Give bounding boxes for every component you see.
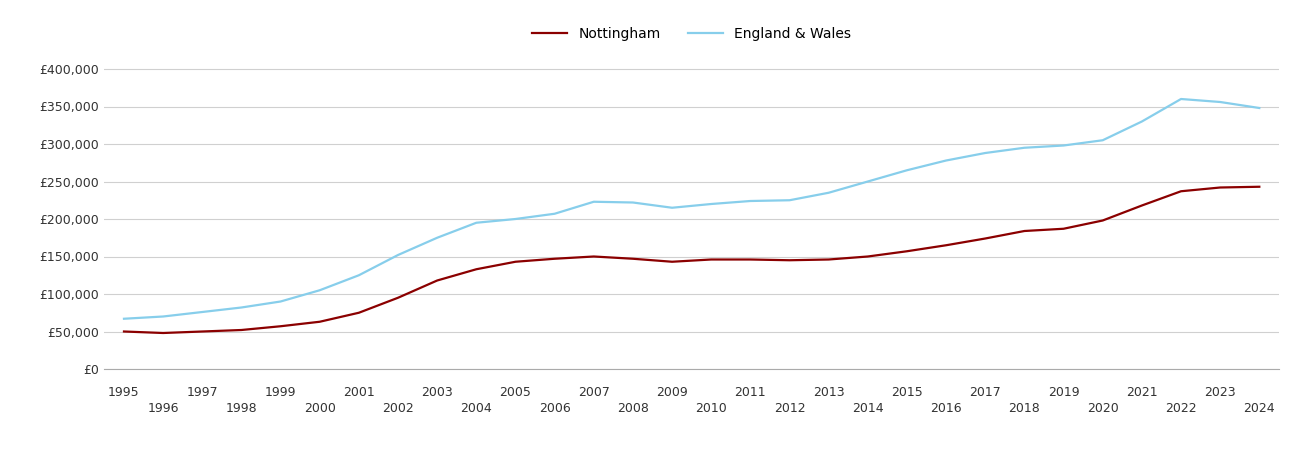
Nottingham [1017, 228, 1032, 234]
England & Wales [1173, 96, 1189, 102]
Nottingham [508, 259, 523, 265]
England & Wales [821, 190, 837, 195]
England & Wales [468, 220, 484, 225]
Text: 2003: 2003 [422, 386, 453, 399]
England & Wales [351, 273, 367, 278]
England & Wales [390, 252, 406, 258]
England & Wales [703, 201, 719, 207]
England & Wales [1251, 105, 1267, 111]
Nottingham [312, 319, 328, 324]
Nottingham [273, 324, 288, 329]
Text: 2004: 2004 [461, 402, 492, 415]
England & Wales [664, 205, 680, 211]
Text: 1996: 1996 [147, 402, 179, 415]
Text: 2002: 2002 [382, 402, 414, 415]
Line: England & Wales: England & Wales [124, 99, 1259, 319]
Text: 1997: 1997 [187, 386, 218, 399]
England & Wales [743, 198, 758, 204]
Nottingham [1251, 184, 1267, 189]
Nottingham [743, 257, 758, 262]
Text: 2007: 2007 [578, 386, 609, 399]
England & Wales [234, 305, 249, 310]
Nottingham [625, 256, 641, 261]
Nottingham [938, 243, 954, 248]
Legend: Nottingham, England & Wales: Nottingham, England & Wales [532, 27, 851, 41]
Text: 2001: 2001 [343, 386, 375, 399]
England & Wales [586, 199, 602, 204]
Text: 2011: 2011 [735, 386, 766, 399]
England & Wales [860, 179, 876, 184]
England & Wales [1095, 138, 1111, 143]
England & Wales [899, 167, 915, 173]
Text: 2018: 2018 [1009, 402, 1040, 415]
Text: 1999: 1999 [265, 386, 296, 399]
Text: 2022: 2022 [1165, 402, 1197, 415]
Nottingham [977, 236, 993, 241]
Nottingham [547, 256, 562, 261]
Nottingham [390, 295, 406, 301]
Text: 2009: 2009 [656, 386, 688, 399]
England & Wales [1017, 145, 1032, 150]
Text: 2000: 2000 [304, 402, 335, 415]
England & Wales [1212, 99, 1228, 105]
Nottingham [468, 266, 484, 272]
Text: 2021: 2021 [1126, 386, 1158, 399]
Text: 2016: 2016 [930, 402, 962, 415]
Nottingham [234, 327, 249, 333]
Text: 2012: 2012 [774, 402, 805, 415]
Nottingham [860, 254, 876, 259]
Nottingham [1173, 189, 1189, 194]
Text: 2020: 2020 [1087, 402, 1118, 415]
England & Wales [1056, 143, 1071, 148]
England & Wales [938, 158, 954, 163]
England & Wales [508, 216, 523, 222]
Nottingham [116, 329, 132, 334]
England & Wales [273, 299, 288, 304]
Nottingham [351, 310, 367, 315]
Nottingham [1056, 226, 1071, 231]
Text: 2017: 2017 [970, 386, 1001, 399]
Nottingham [664, 259, 680, 265]
England & Wales [312, 288, 328, 293]
Text: 2024: 2024 [1244, 402, 1275, 415]
England & Wales [547, 211, 562, 216]
Text: 2015: 2015 [891, 386, 923, 399]
Nottingham [703, 257, 719, 262]
England & Wales [429, 235, 445, 240]
Nottingham [821, 257, 837, 262]
Nottingham [155, 330, 171, 336]
Nottingham [586, 254, 602, 259]
Text: 2006: 2006 [539, 402, 570, 415]
Nottingham [1212, 185, 1228, 190]
England & Wales [782, 198, 797, 203]
Nottingham [1095, 218, 1111, 223]
Text: 2014: 2014 [852, 402, 883, 415]
England & Wales [977, 150, 993, 156]
Text: 2023: 2023 [1205, 386, 1236, 399]
Nottingham [1134, 203, 1150, 208]
Text: 2010: 2010 [696, 402, 727, 415]
Nottingham [899, 248, 915, 254]
Nottingham [782, 257, 797, 263]
Nottingham [429, 278, 445, 283]
Text: 2019: 2019 [1048, 386, 1079, 399]
England & Wales [1134, 119, 1150, 124]
Text: 1998: 1998 [226, 402, 257, 415]
England & Wales [194, 309, 210, 315]
Text: 2013: 2013 [813, 386, 844, 399]
England & Wales [155, 314, 171, 319]
Text: 2008: 2008 [617, 402, 649, 415]
England & Wales [116, 316, 132, 321]
Text: 1995: 1995 [108, 386, 140, 399]
Line: Nottingham: Nottingham [124, 187, 1259, 333]
Nottingham [194, 329, 210, 334]
Text: 2005: 2005 [500, 386, 531, 399]
England & Wales [625, 200, 641, 205]
